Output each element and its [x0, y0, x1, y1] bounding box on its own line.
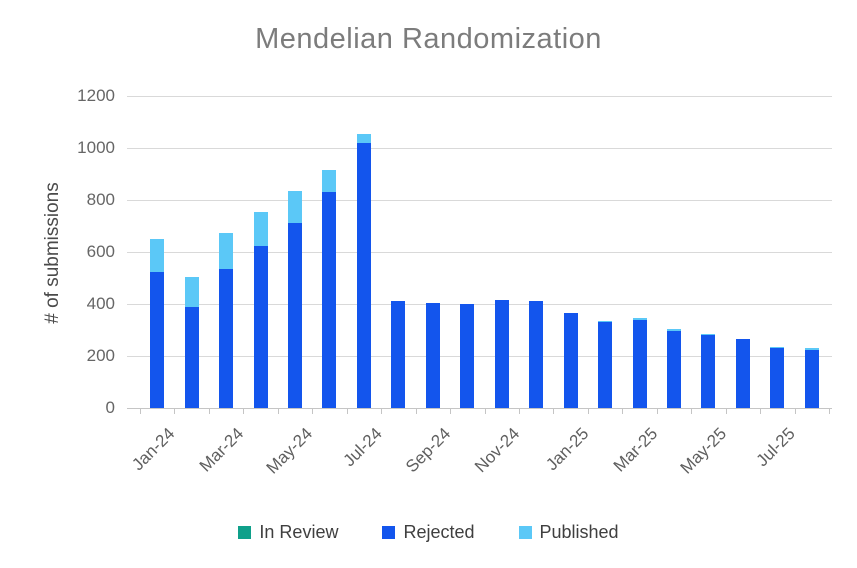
x-axis-tick — [656, 408, 658, 414]
x-axis-tick — [174, 408, 176, 414]
bar-Aug-25-published — [804, 348, 819, 350]
bar-Dec-24-rejected — [529, 301, 544, 408]
x-tick-label: Jul-24 — [339, 424, 386, 471]
x-axis-line — [127, 407, 832, 409]
gridline — [127, 303, 832, 305]
bar-Jul-25-rejected — [770, 348, 785, 408]
bar-Jul-24-published — [356, 133, 371, 143]
bar-Jan-25-rejected — [563, 313, 578, 408]
bar-Sep-24-rejected — [425, 302, 440, 408]
y-tick-label: 0 — [105, 398, 115, 417]
bar-Apr-24-published — [253, 211, 268, 246]
x-axis-tick — [208, 408, 210, 414]
x-axis-tick — [725, 408, 727, 414]
bar-Jan-24-rejected — [150, 271, 165, 408]
x-tick-label: May-24 — [262, 424, 317, 478]
x-tick-label: May-25 — [676, 424, 730, 478]
legend-label: In Review — [259, 522, 339, 542]
bar-Oct-24-rejected — [460, 304, 475, 408]
y-tick-label: 1200 — [77, 86, 115, 105]
x-axis-tick — [140, 408, 141, 414]
legend-swatch-icon — [382, 526, 396, 539]
bar-Feb-24-rejected — [184, 306, 199, 408]
gridline — [127, 95, 832, 97]
legend-label: Rejected — [403, 522, 475, 542]
bar-Mar-25-published — [632, 318, 647, 320]
bar-Jun-25-rejected — [735, 339, 750, 408]
y-tick-label: 200 — [86, 346, 115, 365]
x-tick-label: Sep-24 — [402, 424, 455, 477]
gridline — [127, 355, 832, 357]
bar-Mar-25-rejected — [632, 319, 647, 408]
x-tick-label: Nov-24 — [470, 424, 524, 477]
legend-item-published: Published — [518, 522, 619, 543]
x-tick-label: Mar-24 — [196, 424, 248, 476]
y-tick-label: 800 — [86, 190, 115, 209]
bar-Jun-24-published — [322, 170, 337, 193]
x-axis-tick — [381, 408, 383, 414]
bar-Jan-24-published — [150, 239, 165, 272]
legend-item-rejected: Rejected — [382, 522, 475, 543]
x-axis-tick — [243, 408, 245, 414]
bar-Jul-25-published — [770, 346, 785, 349]
x-axis-tick — [484, 408, 486, 414]
chart-title: Mendelian Randomization — [255, 23, 602, 55]
bar-May-24-published — [288, 190, 303, 224]
bar-May-24-rejected — [288, 223, 303, 408]
plot-area — [127, 95, 832, 414]
bar-Apr-24-rejected — [253, 245, 268, 408]
x-axis-tick — [622, 408, 624, 414]
y-tick-label: 600 — [86, 242, 115, 261]
x-tick-label: Mar-25 — [609, 424, 661, 476]
bar-Mar-24-rejected — [219, 268, 234, 408]
x-axis-tick — [346, 408, 348, 414]
bar-Feb-25-rejected — [598, 322, 613, 408]
bar-May-25-rejected — [701, 335, 716, 408]
x-axis-tick — [415, 408, 417, 414]
gridline — [127, 251, 832, 253]
x-tick-label: Jan-25 — [541, 424, 593, 475]
bar-Nov-24-rejected — [494, 300, 509, 408]
x-tick-label: Jul-25 — [752, 424, 799, 471]
bar-May-25-published — [701, 333, 716, 336]
x-axis-tick — [450, 408, 452, 414]
x-tick-label: Jan-24 — [128, 424, 179, 475]
bar-Apr-25-published — [666, 328, 681, 332]
bar-Aug-24-rejected — [391, 301, 406, 408]
legend-swatch-icon — [238, 526, 252, 539]
bar-Jul-24-rejected — [356, 142, 371, 408]
x-axis-tick — [518, 408, 520, 414]
bar-Mar-24-published — [219, 232, 234, 269]
bar-Aug-25-rejected — [804, 349, 819, 408]
x-axis-tick — [312, 408, 314, 414]
bar-Feb-25-published — [598, 320, 613, 323]
gridline — [127, 147, 832, 149]
bar-Feb-24-published — [184, 276, 199, 307]
legend-item-in-review: In Review — [238, 522, 338, 543]
x-axis-tick — [691, 408, 693, 414]
x-axis-tick — [277, 408, 279, 414]
x-axis-tick — [587, 408, 589, 414]
legend-swatch-icon — [518, 526, 532, 539]
bar-Jun-24-rejected — [322, 192, 337, 408]
bar-Apr-25-rejected — [666, 331, 681, 408]
x-axis-tick — [760, 408, 762, 414]
y-tick-label: 400 — [86, 294, 115, 313]
x-axis-tick — [829, 408, 830, 414]
x-axis-tick — [794, 408, 796, 414]
y-tick-label: 1000 — [77, 138, 115, 157]
gridline — [127, 199, 832, 201]
x-axis-tick — [553, 408, 555, 414]
legend: In Review Rejected Published — [0, 522, 857, 543]
legend-label: Published — [539, 522, 619, 542]
